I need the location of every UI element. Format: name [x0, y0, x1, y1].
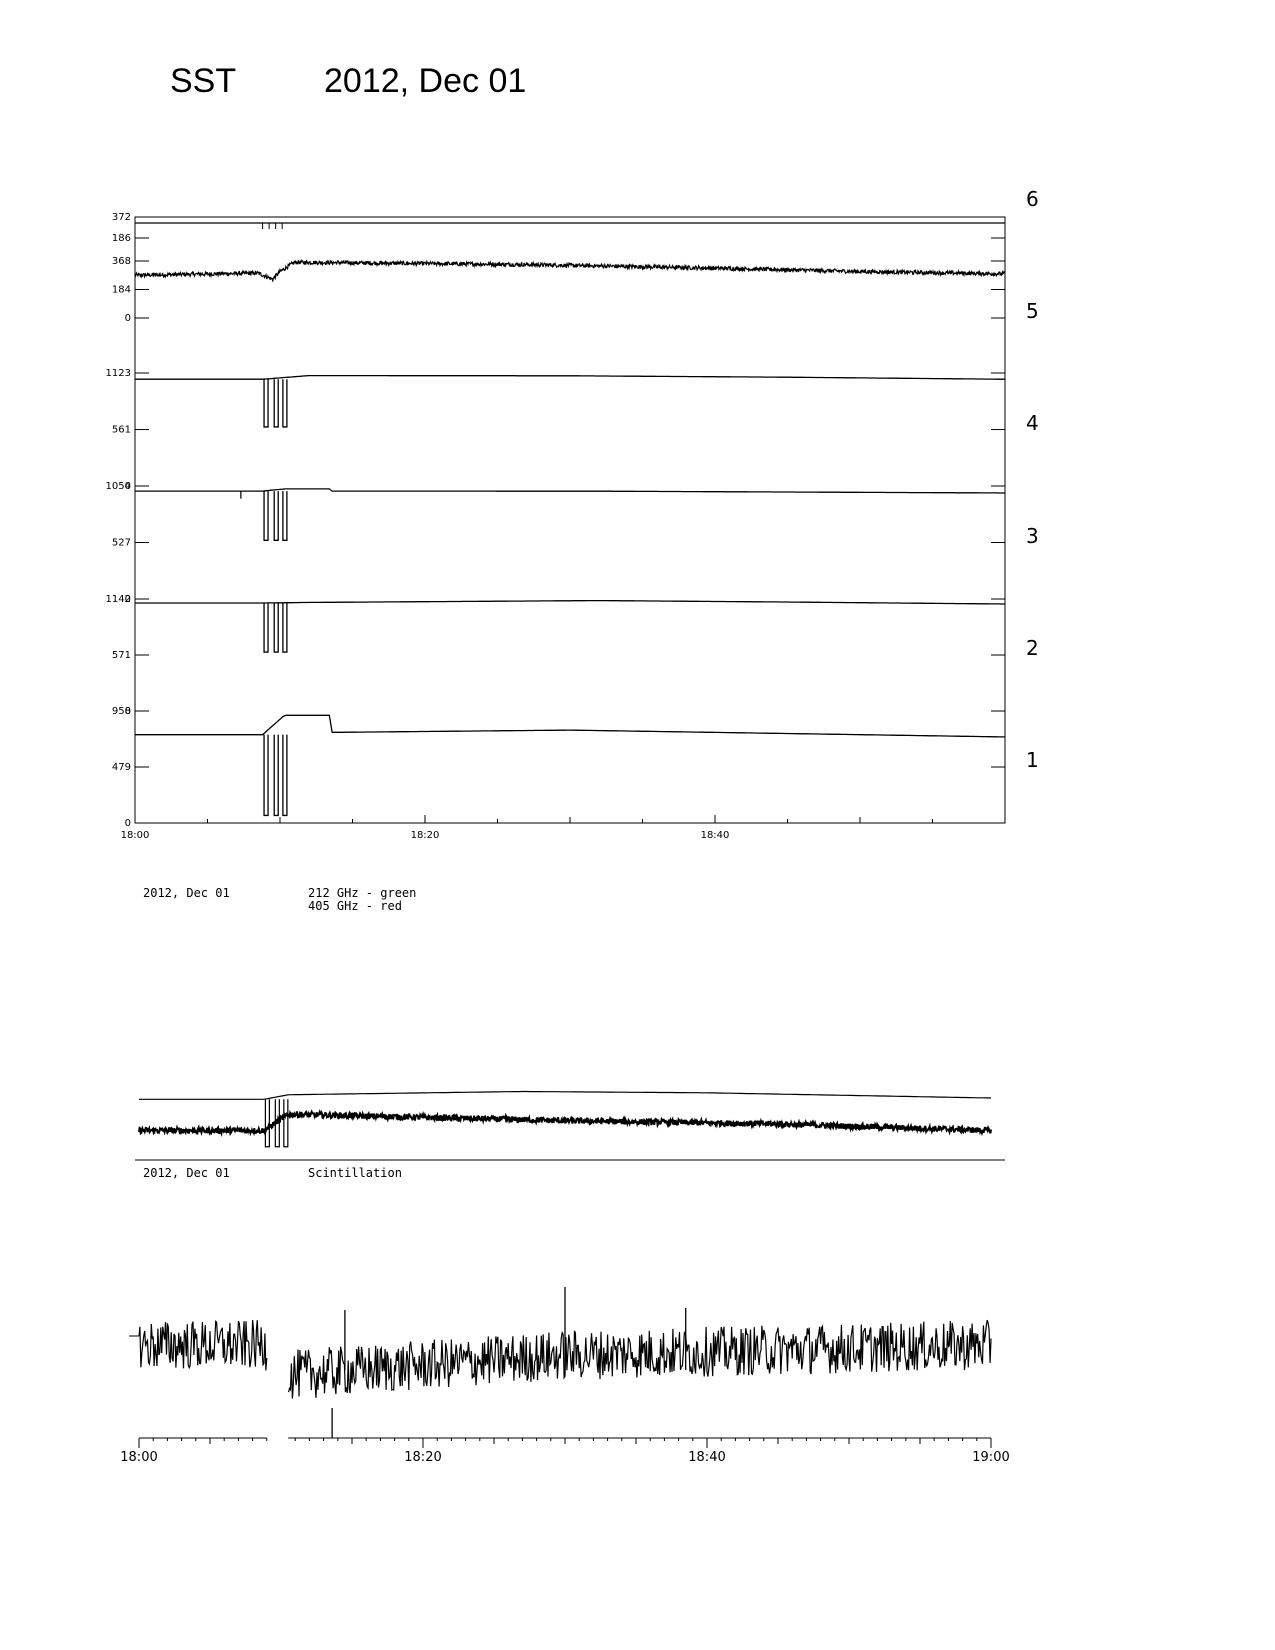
scint-trace	[138, 1319, 992, 1399]
scint-x-tick-label: 19:00	[972, 1450, 1009, 1465]
y-tick-label-ch3: 527	[112, 538, 131, 549]
dip-ch4	[273, 379, 279, 428]
freq-caption-line1: 212 GHz - green	[308, 886, 417, 900]
freq-dip	[274, 1099, 280, 1148]
freq-dip	[264, 1099, 270, 1148]
dip-ch3	[282, 491, 288, 541]
y-tick-label-ch5: 368	[112, 256, 131, 267]
freq-caption-line2: 405 GHz - red	[308, 899, 402, 913]
trace-ch4	[135, 374, 1005, 380]
y-tick-label-ch3: 0	[125, 594, 131, 605]
panel-number: 4	[1026, 411, 1039, 435]
y-tick-label-ch2: 1142	[106, 594, 131, 605]
y-tick-label-ch2: 0	[125, 706, 131, 717]
scint-x-tick-label: 18:00	[120, 1450, 157, 1465]
y-tick-label-ch6: 186	[112, 233, 131, 244]
x-tick-label: 18:00	[121, 830, 150, 841]
dip-ch1	[263, 734, 269, 817]
dip-ch4	[263, 379, 269, 428]
y-tick-label-ch5: 0	[125, 313, 131, 324]
panel-number: 3	[1026, 524, 1039, 548]
trace-ch2	[135, 599, 1005, 605]
main-plot: 18:00 18:20 18:40 186 372 6 0 184 368 5 0 561 1123 4 0…	[106, 187, 1039, 841]
y-tick-label-ch2: 571	[112, 650, 131, 661]
dip-ch2	[273, 603, 279, 653]
y-tick-label-ch1: 0	[125, 818, 131, 829]
freq-series-1	[138, 1109, 992, 1138]
panel-number: 1	[1026, 748, 1039, 772]
scint-x-tick-label: 18:40	[688, 1450, 725, 1465]
freq-dip	[283, 1099, 289, 1148]
freq-series-0	[139, 1090, 992, 1100]
instrument-title: SST	[170, 62, 237, 100]
dip-ch4	[282, 379, 288, 428]
dip-ch3	[273, 491, 279, 541]
scint-caption-label: Scintillation	[308, 1166, 402, 1180]
y-tick-label-ch5: 184	[112, 285, 131, 296]
dip-ch1	[282, 734, 288, 817]
y-tick-label-ch6: 372	[112, 212, 131, 223]
scint-caption-date: 2012, Dec 01	[143, 1166, 230, 1180]
panel-number: 6	[1026, 187, 1039, 211]
x-tick-label: 18:40	[701, 830, 730, 841]
y-tick-label-ch1: 958	[112, 706, 131, 717]
panel-number: 2	[1026, 636, 1039, 660]
date-title: 2012, Dec 01	[324, 62, 527, 100]
dip-ch2	[263, 603, 269, 653]
trace-ch5	[134, 258, 1006, 283]
y-tick-label-ch4: 1123	[106, 368, 131, 379]
trace-ch1	[135, 714, 1005, 738]
y-tick-label-ch1: 479	[112, 762, 131, 773]
freq-caption-date: 2012, Dec 01	[143, 886, 230, 900]
y-tick-label-ch3: 1054	[106, 481, 131, 492]
panel-number: 5	[1026, 299, 1039, 323]
scint-x-tick-label: 18:20	[404, 1450, 441, 1465]
y-tick-label-ch4: 561	[112, 425, 131, 436]
scintillation-plot: 18:00 18:20 18:40 19:00	[120, 1287, 1010, 1465]
dip-ch2	[282, 603, 288, 653]
frequency-plot	[135, 1090, 1005, 1161]
y-tick-label-ch4: 0	[125, 481, 131, 492]
trace-ch3	[135, 488, 1005, 494]
x-tick-label: 18:20	[411, 830, 440, 841]
dip-ch1	[273, 734, 279, 817]
dip-ch3	[263, 491, 269, 541]
